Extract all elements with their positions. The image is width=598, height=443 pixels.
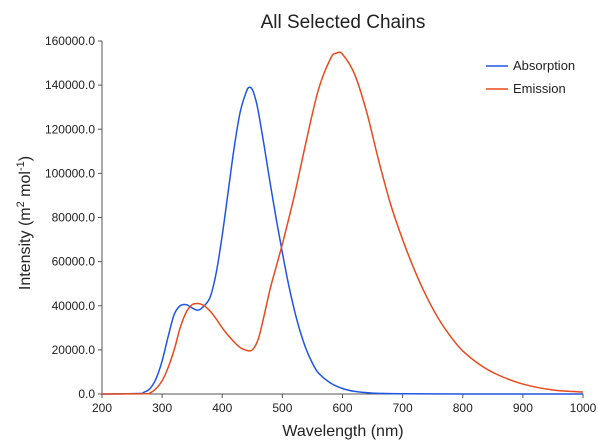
y-tick-label: 20000.0 — [52, 343, 96, 357]
y-tick-label: 120000.0 — [45, 122, 95, 136]
y-axis-label-mol: mol — [17, 171, 34, 201]
x-ticks: 200 300 400 500 600 700 800 900 1000 — [92, 394, 597, 415]
series-line-absorption — [101, 86, 583, 395]
x-tick-label: 700 — [393, 401, 413, 415]
y-tick-label: 60000.0 — [52, 255, 96, 269]
legend: Absorption Emission — [486, 58, 575, 96]
y-axis-label-superscript-minus1: -1 — [15, 161, 27, 171]
y-tick-label: 100000.0 — [45, 166, 95, 180]
svg-text:Intensity (m2 mol-1): Intensity (m2 mol-1) — [15, 156, 34, 290]
legend-label-absorption: Absorption — [513, 58, 575, 73]
y-axis-label-close: ) — [17, 156, 34, 161]
x-tick-label: 500 — [272, 401, 292, 415]
chart-title: All Selected Chains — [261, 12, 426, 33]
legend-label-emission: Emission — [513, 81, 566, 96]
y-ticks: 0.0 20000.0 40000.0 60000.0 80000.0 100000.0 1… — [45, 34, 102, 401]
y-axis-label-text: Intensity (m — [17, 207, 34, 290]
x-tick-label: 400 — [212, 401, 232, 415]
x-tick-label: 1000 — [570, 401, 597, 415]
y-axis-label: Intensity (m2 mol-1) — [15, 156, 34, 290]
x-tick-label: 200 — [92, 401, 112, 415]
y-tick-label: 40000.0 — [52, 299, 96, 313]
series-line-emission — [101, 51, 584, 395]
y-tick-label: 160000.0 — [45, 34, 95, 48]
x-axis-label: Wavelength (nm) — [282, 423, 403, 440]
x-tick-label: 800 — [453, 401, 473, 415]
y-tick-label: 140000.0 — [45, 78, 95, 92]
series-group — [101, 51, 584, 395]
x-tick-label: 300 — [152, 401, 172, 415]
x-tick-label: 900 — [513, 401, 533, 415]
x-tick-label: 600 — [332, 401, 352, 415]
y-axis-label-superscript-2: 2 — [15, 201, 27, 207]
y-tick-label: 0.0 — [78, 387, 95, 401]
y-tick-label: 80000.0 — [52, 211, 96, 225]
